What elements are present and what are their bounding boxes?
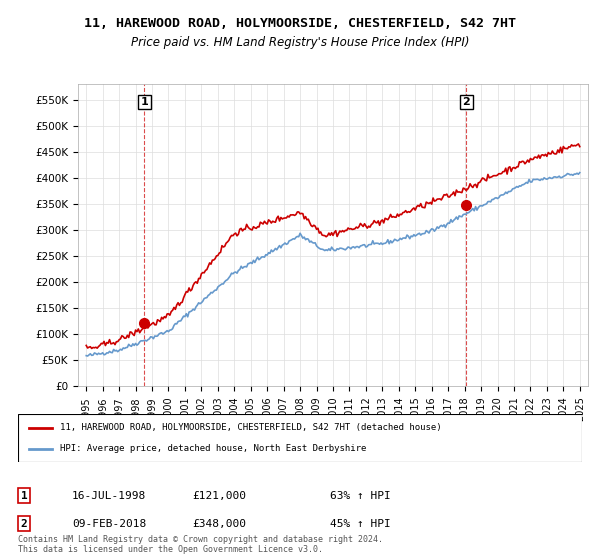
Text: HPI: Average price, detached house, North East Derbyshire: HPI: Average price, detached house, Nort… [60, 444, 367, 453]
Text: 2: 2 [20, 519, 28, 529]
Text: 45% ↑ HPI: 45% ↑ HPI [330, 519, 391, 529]
Text: Contains HM Land Registry data © Crown copyright and database right 2024.
This d: Contains HM Land Registry data © Crown c… [18, 535, 383, 554]
Text: 2: 2 [463, 97, 470, 108]
Text: 16-JUL-1998: 16-JUL-1998 [72, 491, 146, 501]
Text: Price paid vs. HM Land Registry's House Price Index (HPI): Price paid vs. HM Land Registry's House … [131, 36, 469, 49]
Text: 1: 1 [140, 97, 148, 108]
Text: 11, HAREWOOD ROAD, HOLYMOORSIDE, CHESTERFIELD, S42 7HT (detached house): 11, HAREWOOD ROAD, HOLYMOORSIDE, CHESTER… [60, 423, 442, 432]
Text: 11, HAREWOOD ROAD, HOLYMOORSIDE, CHESTERFIELD, S42 7HT: 11, HAREWOOD ROAD, HOLYMOORSIDE, CHESTER… [84, 17, 516, 30]
Text: £348,000: £348,000 [192, 519, 246, 529]
Text: 1: 1 [20, 491, 28, 501]
Text: 09-FEB-2018: 09-FEB-2018 [72, 519, 146, 529]
Text: 63% ↑ HPI: 63% ↑ HPI [330, 491, 391, 501]
Text: £121,000: £121,000 [192, 491, 246, 501]
FancyBboxPatch shape [18, 414, 582, 462]
